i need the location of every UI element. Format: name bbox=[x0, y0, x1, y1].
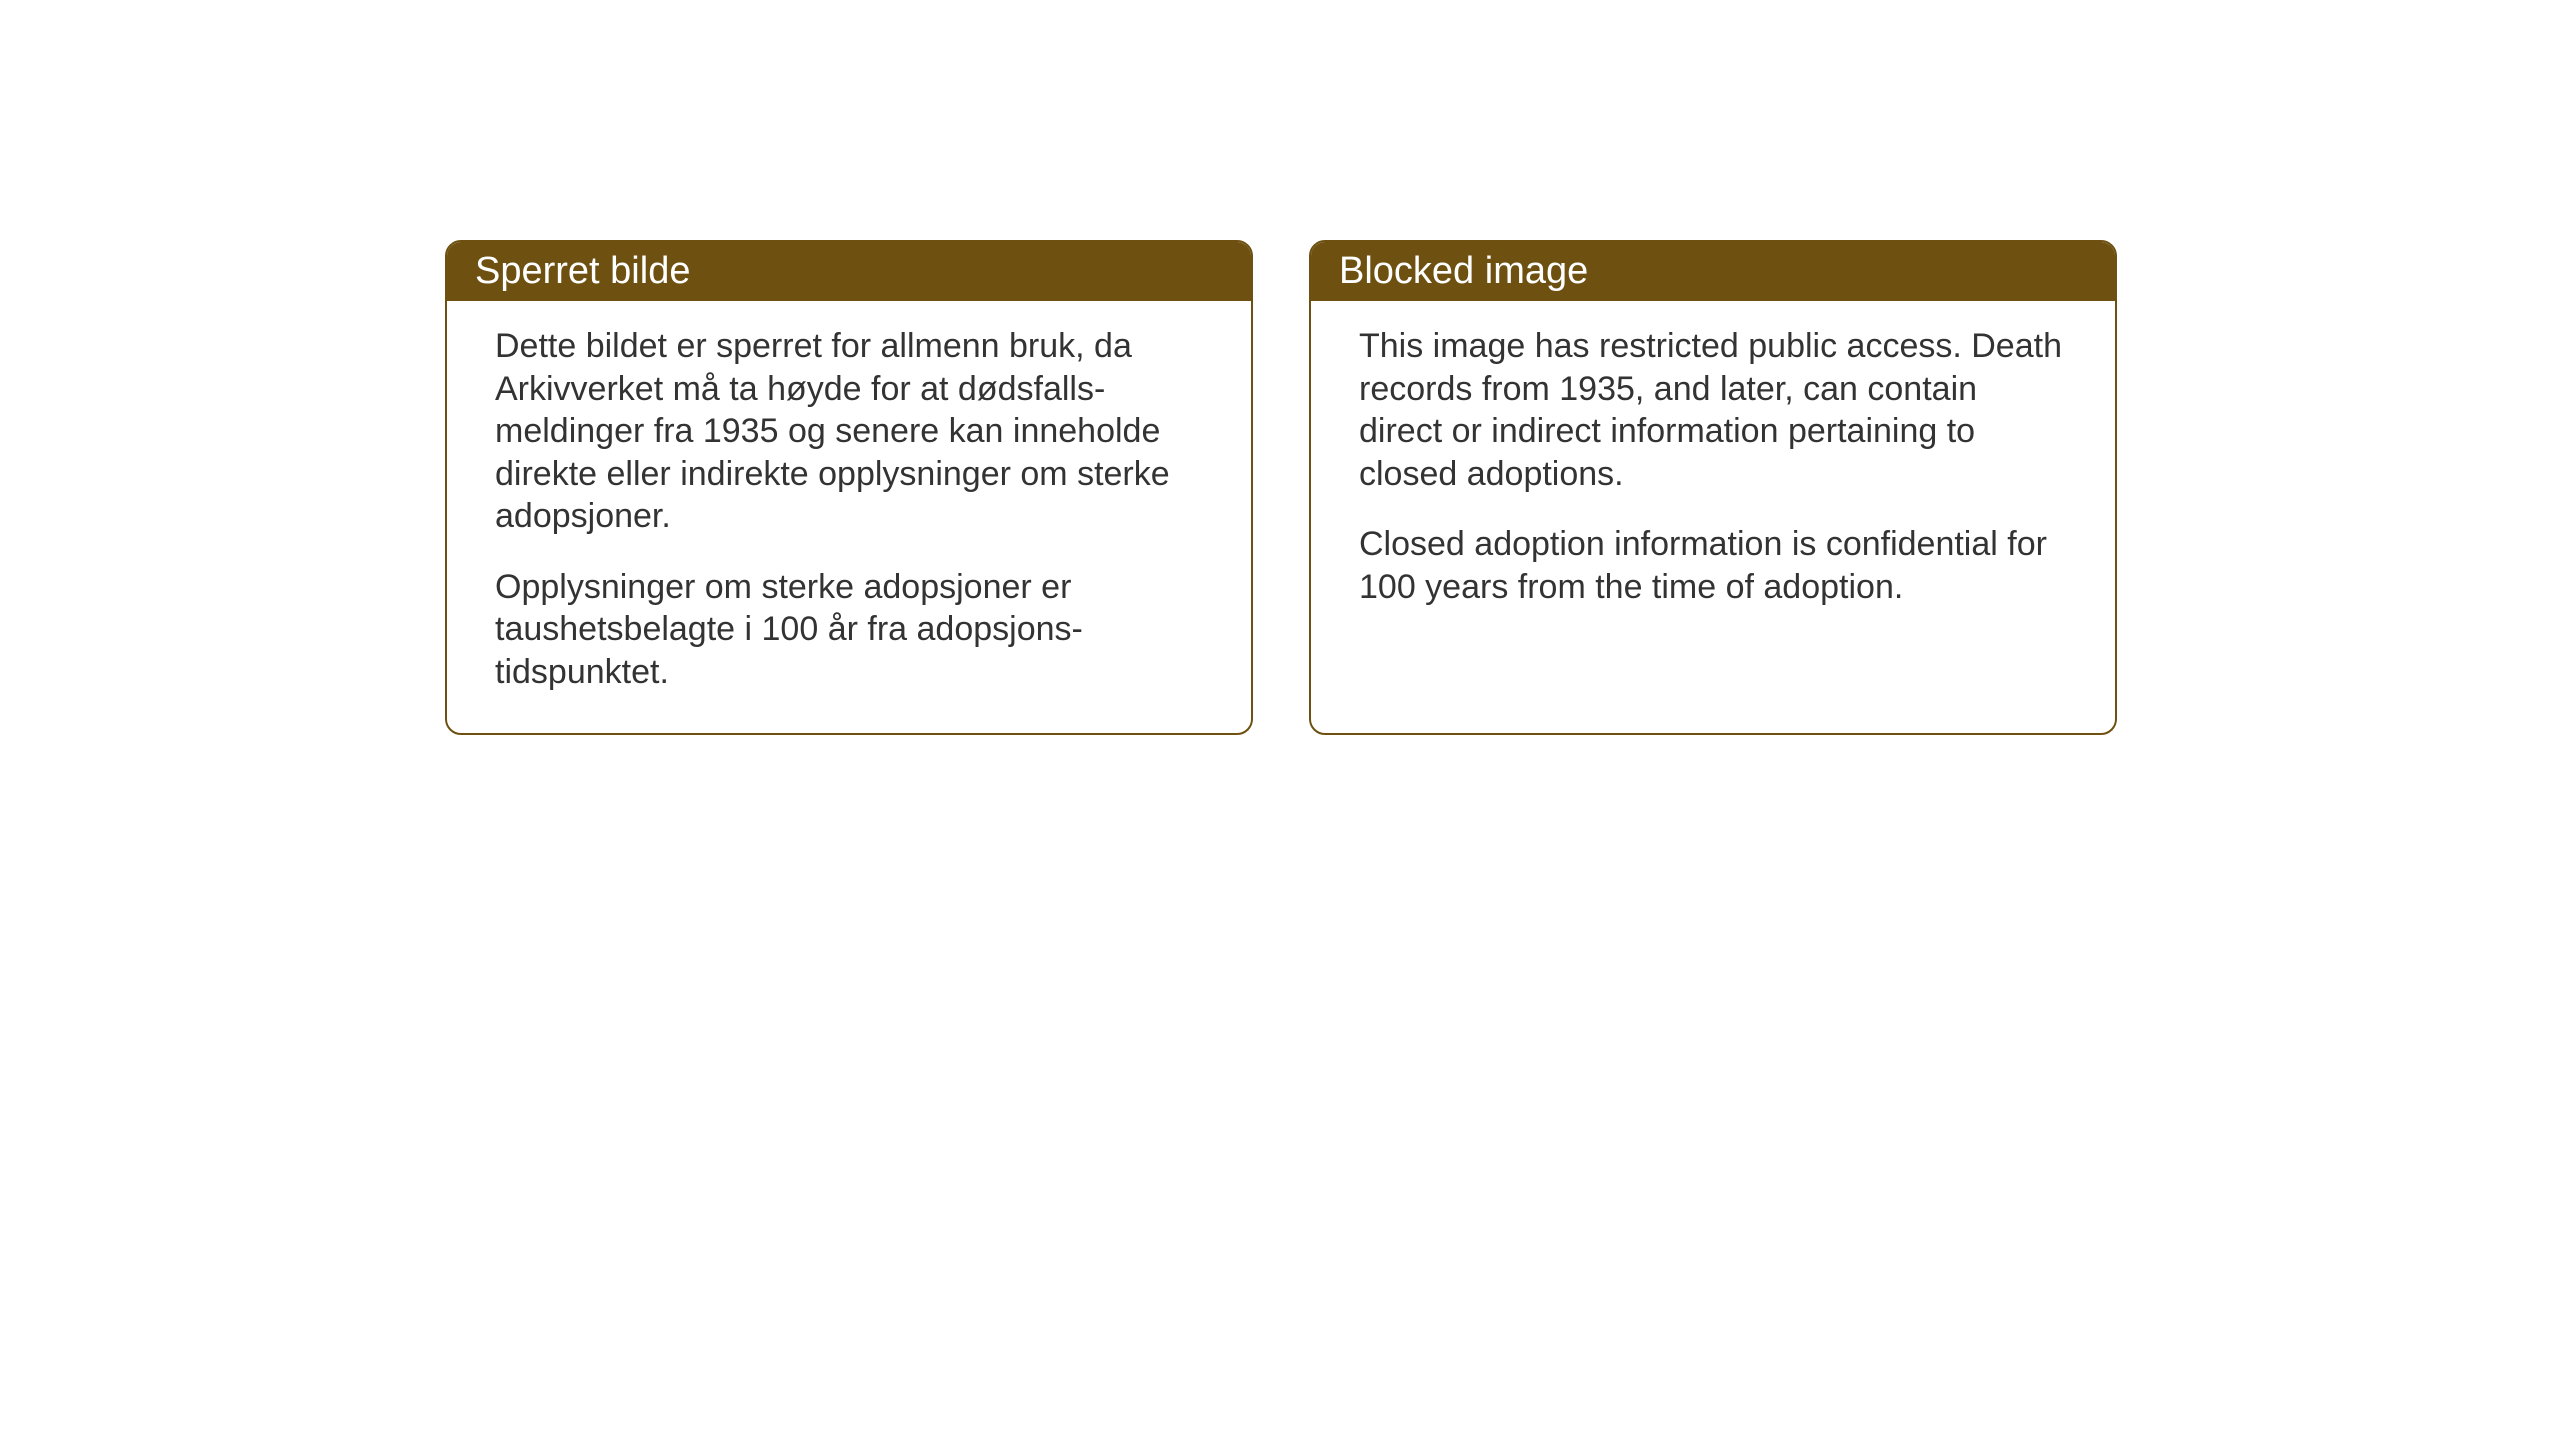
card-paragraph-1-norwegian: Dette bildet er sperret for allmenn bruk… bbox=[495, 325, 1203, 538]
card-title-norwegian: Sperret bilde bbox=[475, 250, 690, 292]
card-paragraph-2-english: Closed adoption information is confident… bbox=[1359, 523, 2067, 608]
notice-card-norwegian: Sperret bilde Dette bildet er sperret fo… bbox=[445, 240, 1253, 735]
card-header-english: Blocked image bbox=[1311, 242, 2115, 301]
card-body-norwegian: Dette bildet er sperret for allmenn bruk… bbox=[447, 301, 1251, 733]
notice-cards-container: Sperret bilde Dette bildet er sperret fo… bbox=[445, 240, 2117, 735]
notice-card-english: Blocked image This image has restricted … bbox=[1309, 240, 2117, 735]
card-paragraph-1-english: This image has restricted public access.… bbox=[1359, 325, 2067, 495]
card-header-norwegian: Sperret bilde bbox=[447, 242, 1251, 301]
card-body-english: This image has restricted public access.… bbox=[1311, 301, 2115, 648]
card-title-english: Blocked image bbox=[1339, 250, 1588, 292]
card-paragraph-2-norwegian: Opplysninger om sterke adopsjoner er tau… bbox=[495, 566, 1203, 694]
